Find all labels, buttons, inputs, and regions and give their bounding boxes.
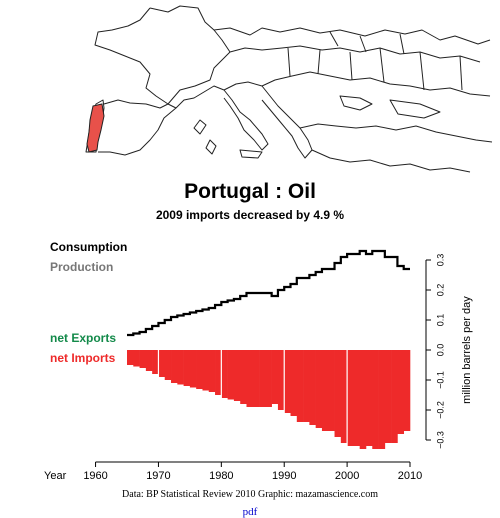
net-imports-bar	[284, 350, 291, 413]
net-imports-bar	[309, 350, 316, 425]
chart-title: Portugal : Oil	[184, 180, 316, 203]
net-imports-bar	[158, 350, 166, 377]
net-imports-bar	[353, 350, 360, 446]
europe-map	[0, 0, 500, 178]
net-imports-bar	[139, 350, 147, 368]
net-imports-bar	[328, 350, 335, 431]
net-imports-bar	[259, 350, 266, 407]
net-imports-bar	[196, 350, 203, 389]
net-imports-bar	[127, 350, 134, 365]
net-imports-bar	[265, 350, 272, 407]
net-imports-bar	[177, 350, 184, 385]
net-imports-bar	[334, 350, 342, 437]
legend: Consumption Production net Exports net I…	[50, 240, 127, 365]
y-tick-label: 0.0	[435, 344, 445, 357]
net-imports-bar	[277, 350, 285, 410]
pdf-link[interactable]: pdf	[242, 506, 258, 518]
consumption-series-line	[127, 249, 410, 337]
net-imports-bar	[372, 350, 379, 449]
legend-consumption: Consumption	[50, 240, 127, 254]
chart-subtitle: 2009 imports decreased by 4.9 %	[155, 208, 345, 222]
net-imports-bar	[208, 350, 216, 392]
legend-production: Production	[50, 260, 113, 274]
x-tick-label: 1980	[209, 470, 233, 482]
data-source-note: Data: BP Statistical Review 2010 Graphic…	[122, 489, 378, 500]
net-imports-bar	[290, 350, 298, 416]
x-tick-label: 2010	[398, 470, 422, 482]
map-background	[0, 0, 500, 178]
net-imports-bar	[145, 350, 153, 371]
net-imports-bar	[164, 350, 172, 380]
net-imports-bar	[221, 350, 228, 398]
net-imports-bar	[397, 350, 405, 434]
net-imports-bar	[271, 350, 279, 404]
net-imports-bar	[403, 350, 411, 431]
net-imports-bar	[384, 350, 392, 443]
x-tick-label: 1960	[83, 470, 107, 482]
net-imports-bar	[252, 350, 260, 407]
x-tick-label: 1970	[146, 470, 170, 482]
net-imports-bar	[378, 350, 386, 449]
net-imports-bar	[240, 350, 247, 404]
y-tick-label: 0.2	[435, 284, 445, 297]
net-imports-bar	[133, 350, 140, 367]
net-imports-bar	[183, 350, 191, 386]
net-imports-bar	[347, 350, 354, 446]
net-imports-bar	[227, 350, 235, 400]
x-axis: 1960 1970 1980 1990 2000 2010	[83, 461, 422, 482]
net-imports-bar	[233, 350, 241, 401]
net-imports-bar	[303, 350, 310, 422]
y-tick-label: −0.3	[435, 431, 445, 449]
net-imports-bar	[315, 350, 323, 428]
net-imports-bar	[171, 350, 178, 383]
net-imports-bar	[246, 350, 254, 407]
y-axis-label: million barrels per day	[461, 296, 473, 404]
net-imports-bar	[189, 350, 197, 388]
net-imports-bar	[215, 350, 222, 395]
net-imports-bar	[321, 350, 329, 431]
y-tick-label: 0.1	[435, 314, 445, 327]
net-imports-bar	[202, 350, 210, 391]
x-tick-label: 2000	[335, 470, 359, 482]
net-imports-bar	[152, 350, 159, 374]
net-imports-bar	[340, 350, 348, 443]
y-tick-label: 0.3	[435, 254, 445, 267]
y-tick-label: −0.2	[435, 401, 445, 419]
net-imports-bar	[391, 350, 398, 443]
y-axis: −0.3 −0.2 −0.1 0.0 0.1 0.2 0.3	[425, 254, 445, 449]
oil-chart: Consumption Production net Exports net I…	[44, 240, 473, 482]
net-imports-bar	[365, 350, 373, 446]
highlighted-country-portugal	[86, 103, 105, 153]
x-axis-label: Year	[44, 470, 67, 482]
legend-net-exports: net Exports	[50, 331, 116, 345]
y-tick-label: −0.1	[435, 371, 445, 389]
legend-net-imports: net Imports	[50, 351, 116, 365]
net-imports-series	[127, 350, 411, 460]
x-tick-label: 1990	[272, 470, 296, 482]
net-imports-bar	[359, 350, 367, 449]
net-imports-bar	[296, 350, 304, 422]
